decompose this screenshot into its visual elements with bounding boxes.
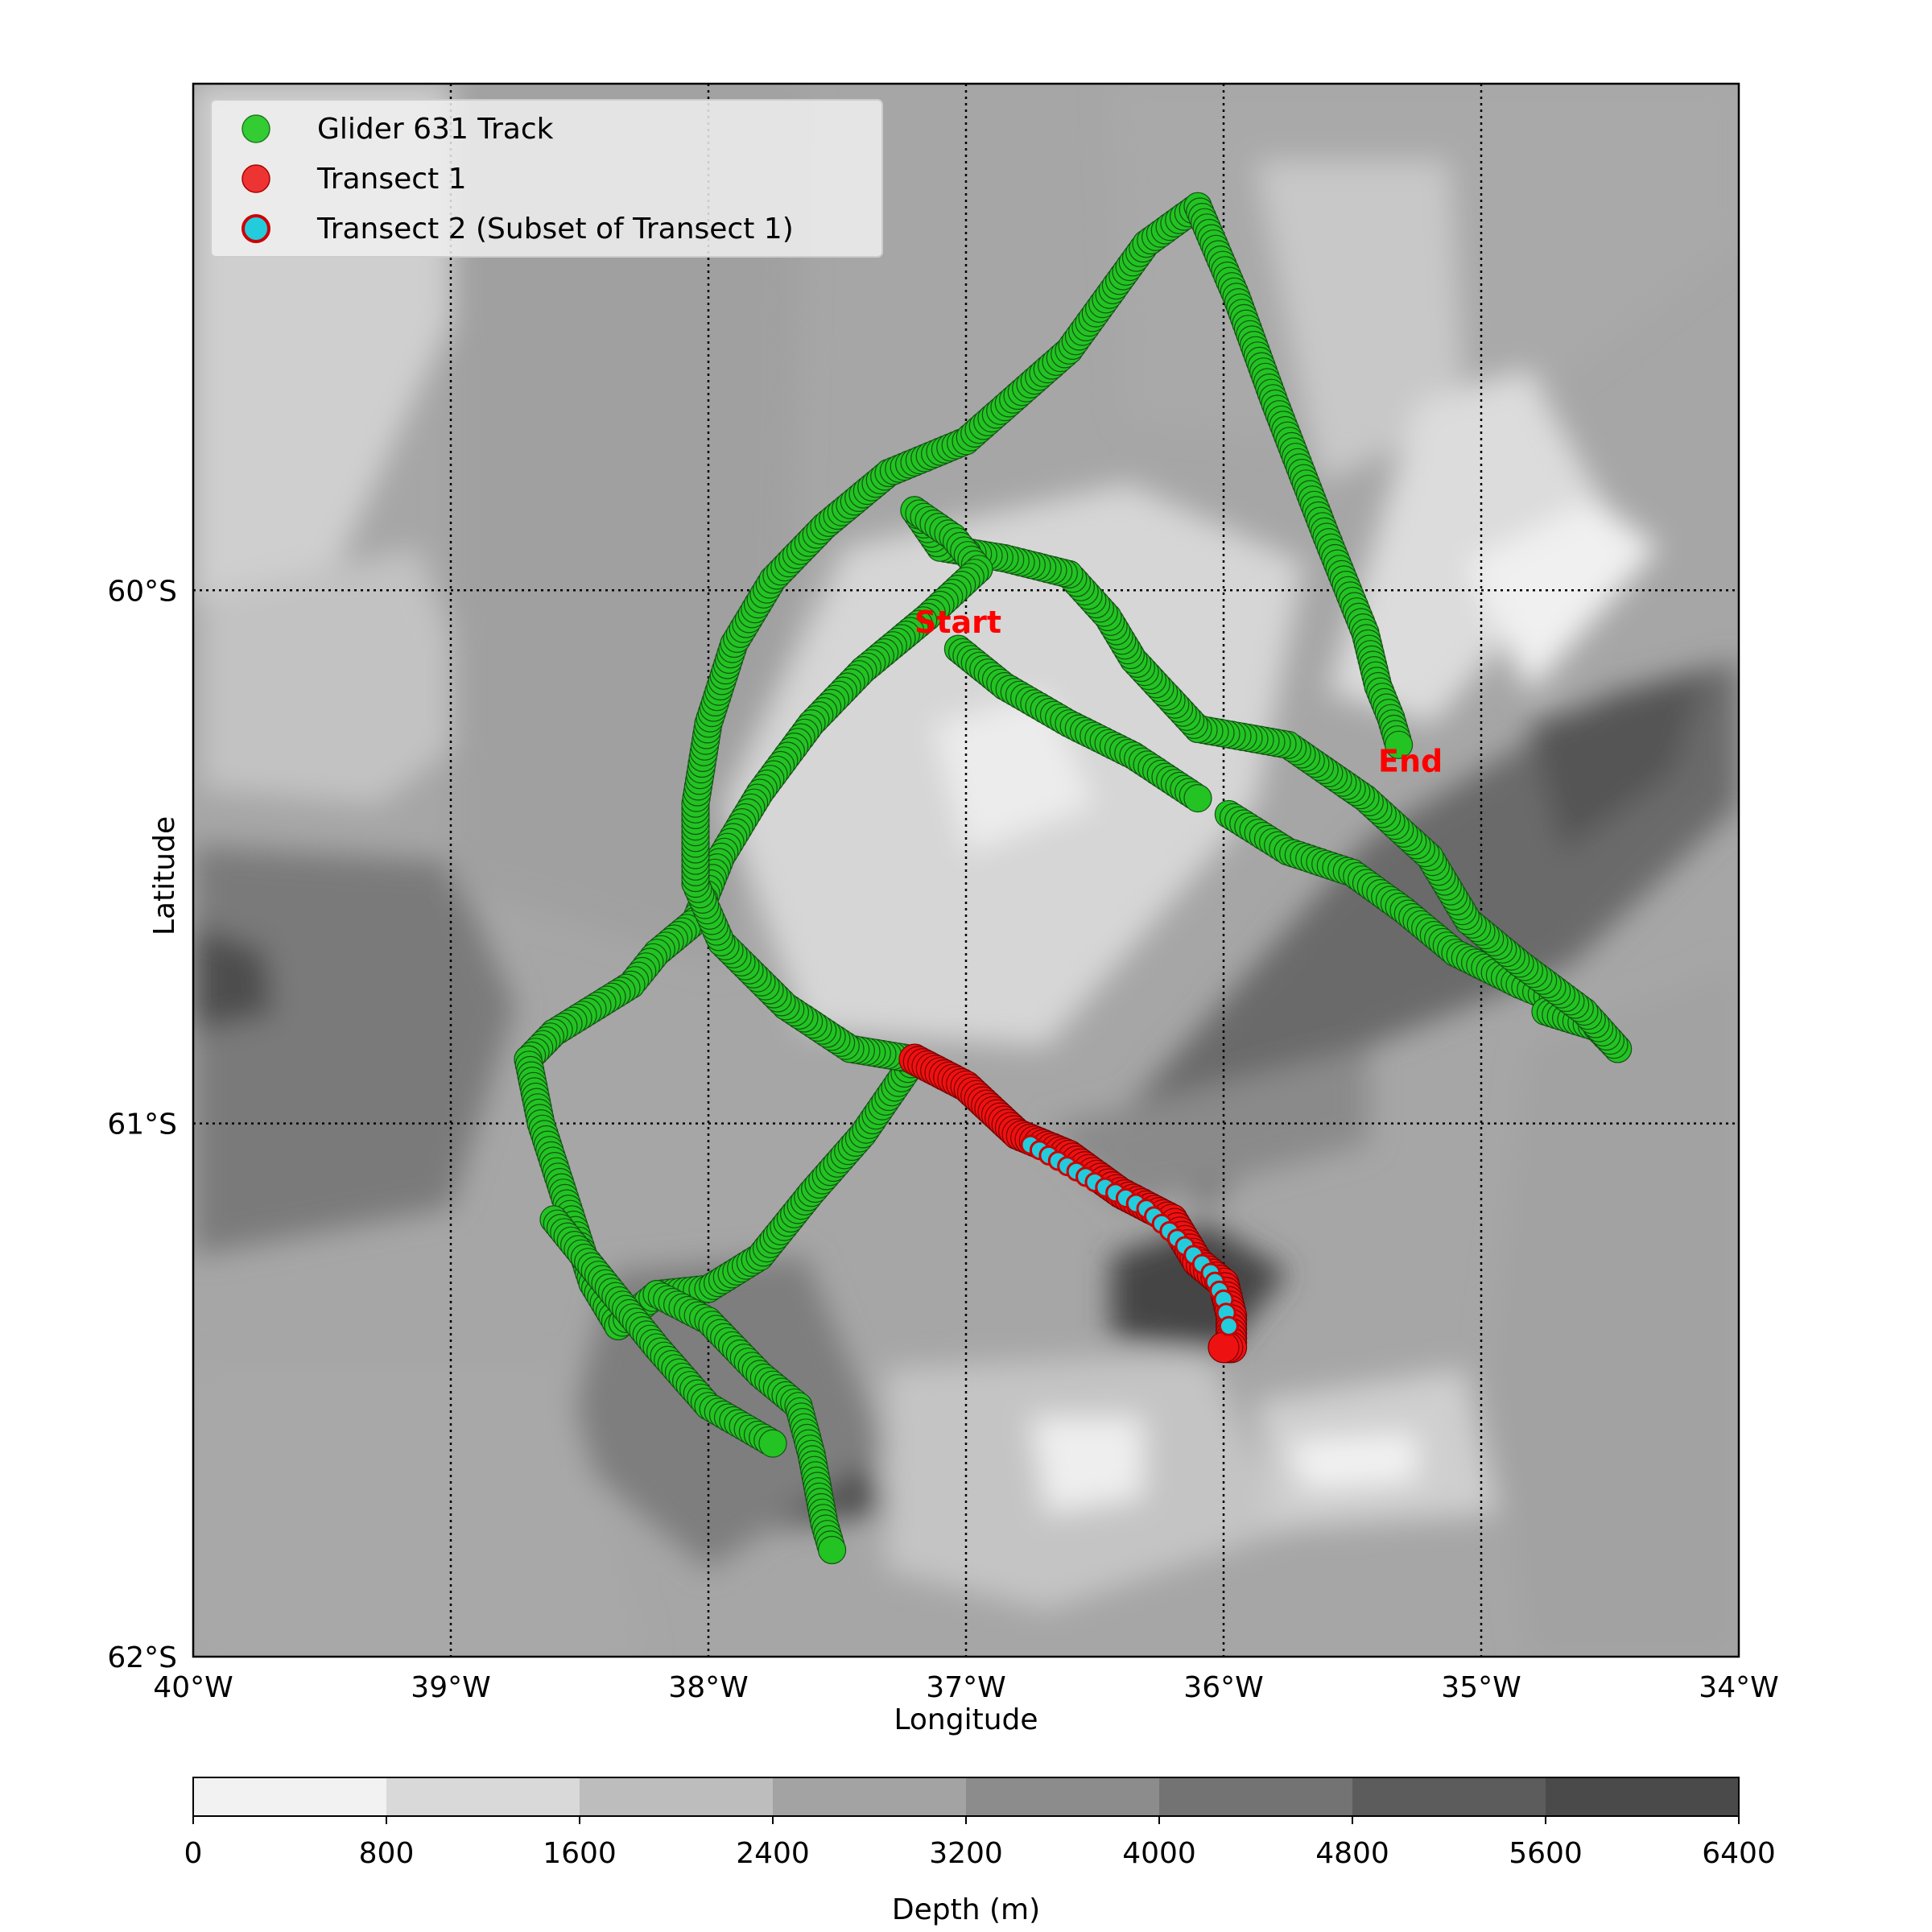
colorbar-tick-label-1: 800 [359,1837,415,1870]
x-axis-label: Longitude [894,1703,1038,1736]
glider-point [1384,730,1414,759]
lon-tick-label-2: 38°W [668,1671,748,1704]
colorbar-tick-label-2: 1600 [543,1837,617,1870]
colorbar-cells [193,1777,1740,1816]
colorbar-tick-label-5: 4000 [1122,1837,1196,1870]
legend-marker-transect-1 [242,164,270,193]
colorbar-cell [966,1777,1160,1816]
colorbar-tick-label-8: 6400 [1702,1837,1776,1870]
colorbar-cell [1546,1777,1740,1816]
longitude-tick-labels: 40°W 39°W 38°W 37°W 36°W 35°W 34°W [153,1671,1778,1704]
map-frame [192,82,1740,1658]
legend-marker-transect-2 [242,214,270,243]
colorbar-tick-label-4: 3200 [929,1837,1003,1870]
glider-point [758,1429,787,1458]
y-axis-label: Latitude [148,816,181,935]
annotation-end: End [1378,743,1443,778]
colorbar-tick-label-6: 4800 [1315,1837,1389,1870]
lon-tick-label-1: 39°W [411,1671,490,1704]
legend-label-glider: Glider 631 Track [317,113,554,146]
track-layer [514,192,1633,1565]
lon-tick-label-0: 40°W [153,1671,233,1704]
legend-box [210,99,883,258]
latitude-tick-labels: 60°S 61°S 62°S [107,575,177,1674]
transect-2-track [1020,1134,1239,1336]
lon-tick-label-4: 36°W [1183,1671,1263,1704]
colorbar-tick-label-3: 2400 [736,1837,810,1870]
legend-label-transect-2: Transect 2 (Subset of Transect 1) [316,213,794,246]
colorbar-tick-label-7: 5600 [1509,1837,1583,1870]
colorbar: 0 800 1600 2400 3200 4000 4800 5600 6400 Depth (… [184,1777,1776,1926]
lat-tick-label-2: 62°S [107,1641,177,1674]
colorbar-tick-label-0: 0 [184,1837,203,1870]
colorbar-cell [1352,1777,1546,1816]
glider-point [1183,783,1212,813]
glider-631-track [514,192,1633,1565]
lon-tick-label-5: 35°W [1441,1671,1521,1704]
colorbar-cell [1159,1777,1353,1816]
lat-tick-label-0: 60°S [107,575,177,608]
lon-tick-label-3: 37°W [926,1671,1005,1704]
annotation-start: Start [914,605,1001,640]
legend-label-transect-1: Transect 1 [316,163,467,196]
lon-tick-label-6: 34°W [1699,1671,1778,1704]
glider-point [817,1535,847,1565]
map-annotations: Start End [914,605,1443,778]
colorbar-cell [386,1777,580,1816]
colorbar-cell [580,1777,774,1816]
colorbar-cell [193,1777,387,1816]
lat-tick-label-1: 61°S [107,1108,177,1141]
colorbar-cell [773,1777,967,1816]
colorbar-label: Depth (m) [892,1893,1040,1926]
colorbar-tick-labels: 0 800 1600 2400 3200 4000 4800 5600 6400 [184,1816,1776,1870]
legend: Glider 631 Track Transect 1 Transect 2 (… [210,99,883,258]
transect-1-point [1208,1331,1240,1364]
transect-2-point [1218,1315,1239,1336]
legend-marker-glider [242,114,270,143]
